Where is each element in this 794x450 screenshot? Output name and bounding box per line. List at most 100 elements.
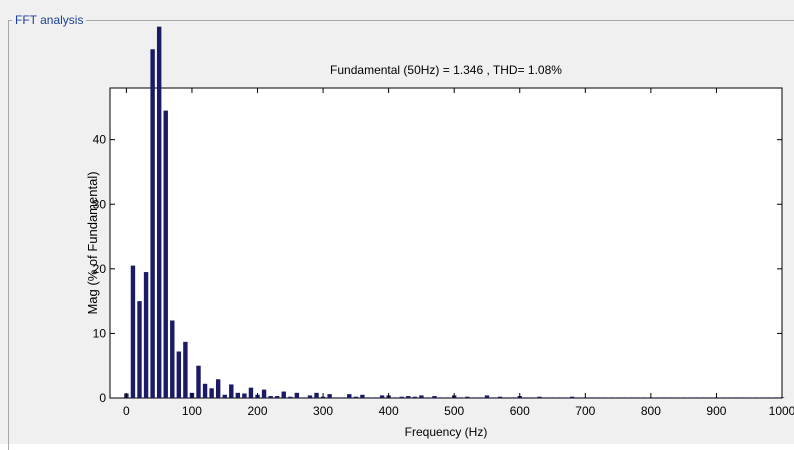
bar-880hz bbox=[701, 397, 706, 398]
bar-730hz bbox=[602, 397, 608, 398]
bar-330hz bbox=[340, 397, 345, 398]
bar-620hz bbox=[530, 397, 536, 398]
bar-60hz bbox=[163, 110, 168, 399]
bar-650hz bbox=[550, 397, 555, 398]
bar-360hz bbox=[360, 394, 365, 398]
bar-140hz bbox=[215, 379, 221, 398]
bar-780hz bbox=[635, 397, 640, 398]
bar-90hz bbox=[183, 341, 188, 398]
bar-410hz bbox=[392, 397, 398, 398]
bar-240hz bbox=[281, 391, 286, 398]
bar-210hz bbox=[261, 389, 267, 398]
x-tick-label-700: 700 bbox=[575, 404, 595, 418]
bar-280hz bbox=[307, 395, 313, 398]
bar-470hz bbox=[432, 396, 437, 398]
x-tick-label-800: 800 bbox=[641, 404, 661, 418]
bar-390hz bbox=[379, 395, 385, 398]
bar-120hz bbox=[202, 383, 208, 398]
bar-640hz bbox=[543, 397, 549, 398]
bar-930hz bbox=[733, 397, 739, 398]
bar-550hz bbox=[484, 395, 490, 398]
bars-group bbox=[124, 26, 785, 399]
bar-520hz bbox=[465, 396, 470, 398]
bar-810hz bbox=[655, 397, 660, 398]
x-axis-label: Frequency (Hz) bbox=[405, 425, 488, 439]
bar-10hz bbox=[130, 265, 136, 398]
bar-220hz bbox=[268, 396, 273, 398]
bar-690hz bbox=[576, 397, 581, 398]
bar-440hz bbox=[412, 396, 418, 398]
bar-150hz bbox=[222, 394, 227, 398]
y-tick-label-40: 40 bbox=[93, 133, 107, 147]
bar-290hz bbox=[314, 392, 319, 398]
bar-130hz bbox=[209, 388, 214, 398]
x-tick-label-0: 0 bbox=[123, 404, 130, 418]
chart-title: Fundamental (50Hz) = 1.346 , THD= 1.08% bbox=[330, 63, 562, 77]
bar-30hz bbox=[143, 272, 149, 398]
bar-480hz bbox=[438, 397, 444, 398]
bar-270hz bbox=[301, 397, 306, 398]
bar-720hz bbox=[596, 397, 601, 398]
bar-340hz bbox=[347, 394, 352, 398]
x-tick-label-300: 300 bbox=[313, 404, 333, 418]
bar-630hz bbox=[537, 396, 542, 398]
bar-920hz bbox=[727, 397, 732, 398]
x-axis-ticks: 0 100 200 300 400 500 600 700 800 900 1000 bbox=[123, 88, 794, 418]
x-tick-label-200: 200 bbox=[247, 404, 267, 418]
bar-740hz bbox=[609, 397, 614, 398]
bar-660hz bbox=[556, 397, 562, 398]
x-tick-label-600: 600 bbox=[510, 404, 530, 418]
bar-320hz bbox=[333, 397, 339, 398]
group-box-border bbox=[8, 20, 794, 450]
x-tick-label-100: 100 bbox=[182, 404, 202, 418]
bar-450hz bbox=[419, 395, 424, 398]
bar-670hz bbox=[563, 397, 568, 398]
bar-530hz bbox=[471, 397, 477, 398]
bar-840hz bbox=[674, 397, 680, 398]
bar-560hz bbox=[491, 397, 496, 398]
y-tick-label-30: 30 bbox=[93, 197, 107, 211]
bar-310hz bbox=[327, 394, 332, 398]
bar-370hz bbox=[366, 397, 372, 398]
bar-590hz bbox=[511, 397, 516, 398]
x-tick-label-400: 400 bbox=[379, 404, 399, 418]
bar-170hz bbox=[235, 392, 241, 398]
group-box-title: FFT analysis bbox=[12, 13, 87, 27]
bar-610hz bbox=[524, 397, 529, 398]
bar-820hz bbox=[661, 397, 667, 398]
bar-890hz bbox=[707, 397, 713, 398]
bar-460hz bbox=[425, 397, 431, 398]
bar-940hz bbox=[740, 397, 745, 398]
y-tick-label-20: 20 bbox=[93, 262, 107, 276]
bar-110hz bbox=[196, 365, 201, 398]
bar-970hz bbox=[760, 397, 765, 398]
plot-area bbox=[109, 87, 783, 399]
bar-710hz bbox=[589, 397, 595, 398]
y-tick-label-10: 10 bbox=[93, 326, 107, 340]
bar-540hz bbox=[478, 397, 483, 398]
bar-40hz bbox=[150, 49, 155, 398]
bar-960hz bbox=[753, 397, 758, 398]
x-tick-label-900: 900 bbox=[706, 404, 726, 418]
x-tick-label-500: 500 bbox=[444, 404, 464, 418]
bar-580hz bbox=[504, 397, 509, 398]
bar-350hz bbox=[353, 396, 359, 398]
bar-990hz bbox=[773, 397, 778, 398]
bar-160hz bbox=[229, 384, 234, 398]
bar-790hz bbox=[642, 397, 647, 398]
bar-380hz bbox=[373, 397, 378, 398]
bar-760hz bbox=[622, 397, 627, 398]
bar-750hz bbox=[615, 397, 621, 398]
bar-770hz bbox=[629, 397, 634, 398]
x-tick-label-1000: 1000 bbox=[769, 404, 794, 418]
bar-260hz bbox=[294, 392, 300, 398]
bar-230hz bbox=[274, 396, 280, 398]
y-tick-label-0: 0 bbox=[99, 391, 106, 405]
bar-950hz bbox=[747, 397, 752, 398]
bar-860hz bbox=[688, 397, 693, 398]
bar-510hz bbox=[458, 397, 463, 398]
bar-850hz bbox=[681, 397, 686, 398]
bar-20hz bbox=[137, 301, 142, 398]
bar-70hz bbox=[170, 320, 175, 398]
